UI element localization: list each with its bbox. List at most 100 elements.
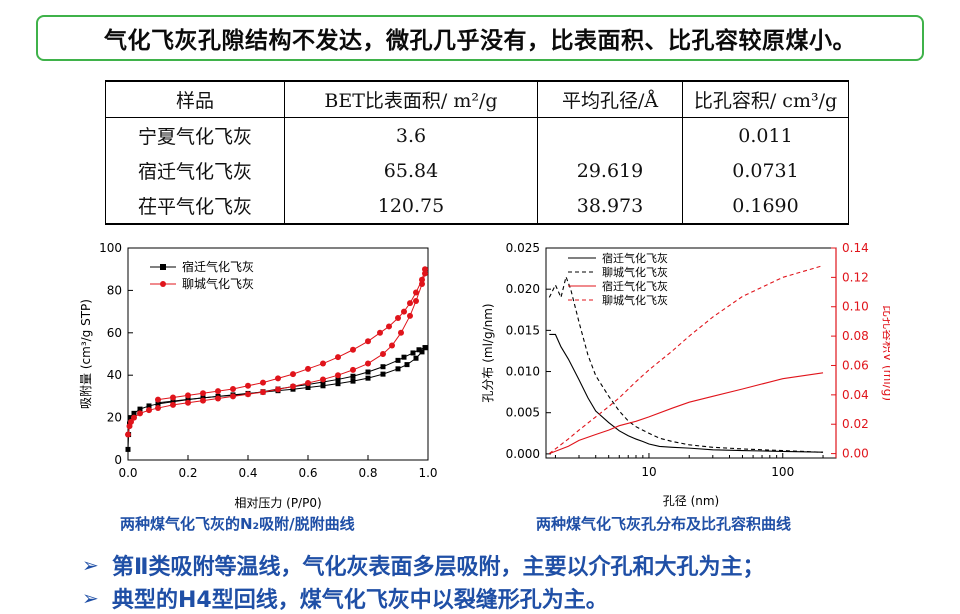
x-tick-label: 0.4 <box>238 466 257 480</box>
data-point <box>125 446 131 452</box>
data-point <box>320 360 326 367</box>
summary-banner: 气化飞灰孔隙结构不发达，微孔几乎没有，比表面积、比孔容较原煤小。 <box>36 15 924 61</box>
x-tick-label: 0.0 <box>118 466 137 480</box>
y-right-axis-label: 比孔容积V (ml/g) <box>881 305 890 401</box>
pore-distribution-chart: 10 100 0.000 0.005 0.010 0.015 0.020 0.025 0.00 0… <box>481 241 890 508</box>
table-cell: 0.011 <box>682 117 849 153</box>
data-point <box>305 365 311 372</box>
data-point <box>335 381 341 387</box>
list-item: ➢ 典型的H4型回线，煤气化飞灰中以裂缝形孔为主。 <box>82 581 942 614</box>
data-point <box>350 378 356 384</box>
legend-label: 聊城气化飞灰 <box>182 276 254 291</box>
y-right-tick-label: 0.00 <box>842 447 869 461</box>
column-header-bet: BET比表面积/ m²/g <box>284 80 538 118</box>
data-point <box>131 410 137 416</box>
right-chart-caption: 两种煤气化飞灰孔分布及比孔容积曲线 <box>536 515 792 533</box>
data-point <box>137 406 143 412</box>
y-tick-label: 0.000 <box>506 447 540 461</box>
x-tick-label: 0.2 <box>178 466 197 480</box>
table-row: 宿迁气化飞灰 65.84 29.619 0.0731 <box>105 153 849 188</box>
list-item: ➢ 第Ⅱ类吸附等温线，气化灰表面多层吸附，主要以介孔和大孔为主； <box>82 548 942 581</box>
data-point <box>170 398 176 404</box>
data-point <box>155 400 161 406</box>
table-cell: 29.619 <box>537 153 683 188</box>
data-point <box>146 407 152 414</box>
plot-frame <box>127 247 429 461</box>
data-point <box>185 396 191 402</box>
data-point <box>401 354 407 360</box>
list-item-text: 典型的H4型回线，煤气化飞灰中以裂缝形孔为主。 <box>112 587 608 613</box>
table-cell: 宁夏气化飞灰 <box>105 117 285 153</box>
y-right-tick-label: 0.12 <box>842 270 869 284</box>
data-point <box>146 403 152 409</box>
table-cell: 120.75 <box>284 188 538 225</box>
table-row: 宁夏气化飞灰 3.6 0.011 <box>105 117 849 153</box>
y-tick-label: 0.010 <box>506 365 540 379</box>
y-axis-label: 孔分布 (ml/g/nm) <box>481 303 495 402</box>
data-point <box>170 394 176 401</box>
y-tick-label: 20 <box>107 411 122 425</box>
data-point <box>380 351 386 357</box>
data-point <box>335 354 341 361</box>
y-right-tick-label: 0.08 <box>842 329 869 343</box>
series-line <box>548 274 824 453</box>
data-point <box>260 379 266 386</box>
pore-structure-table: 样品 BET比表面积/ m²/g 平均孔径/Å 比孔容积/ cm³/g 宁夏气化… <box>105 80 849 225</box>
data-point <box>422 345 428 351</box>
data-point <box>155 405 161 412</box>
data-point <box>290 383 296 390</box>
data-point <box>350 346 356 353</box>
data-point <box>131 414 137 421</box>
data-point <box>404 362 410 368</box>
y-tick-label: 0 <box>114 453 122 467</box>
table-cell <box>537 117 683 153</box>
y-tick-label: 0.020 <box>506 282 540 296</box>
y-tick-label: 40 <box>107 368 122 382</box>
data-point <box>350 366 356 373</box>
y-tick-label: 0.005 <box>506 406 540 420</box>
legend-marker <box>160 264 166 270</box>
table-cell: 65.84 <box>284 153 538 188</box>
y-right-tick-label: 0.10 <box>842 300 869 314</box>
data-point <box>377 329 383 336</box>
isotherm-chart: 0.0 0.2 0.4 0.6 0.8 1.0 0 20 40 60 80 100 相对压力 (P/P0… <box>79 241 438 510</box>
data-point <box>398 329 404 336</box>
legend-label: 宿迁气化飞灰 <box>602 279 668 293</box>
data-point <box>365 375 371 381</box>
table-row: 茌平气化飞灰 120.75 38.973 0.1690 <box>105 188 849 225</box>
data-point <box>335 372 341 379</box>
arrow-bullet-icon: ➢ <box>82 585 99 610</box>
y-right-tick-label: 0.04 <box>842 388 869 402</box>
x-tick-label: 0.8 <box>358 466 377 480</box>
x-tick-label: 100 <box>771 465 794 479</box>
left-chart-caption: 两种煤气化飞灰的N₂吸附/脱附曲线 <box>120 515 355 533</box>
data-point <box>245 391 251 398</box>
data-point <box>170 401 176 408</box>
y-tick-label: 100 <box>99 241 122 255</box>
series-line <box>549 372 824 455</box>
legend-label: 聊城气化飞灰 <box>602 265 668 279</box>
plot-frame <box>545 247 837 459</box>
data-point <box>155 396 161 403</box>
y-axis-label: 吸附量 (cm³/g STP) <box>79 299 93 409</box>
data-point <box>320 376 326 383</box>
data-point <box>230 385 236 392</box>
data-point <box>413 298 419 304</box>
data-point <box>365 338 371 345</box>
data-point <box>305 380 311 387</box>
data-point <box>419 349 425 355</box>
x-axis-label: 相对压力 (P/P0) <box>234 496 321 510</box>
table-cell: 0.1690 <box>682 188 849 225</box>
data-point <box>365 360 371 367</box>
data-point <box>290 371 296 378</box>
data-point <box>407 312 413 319</box>
table-cell: 宿迁气化飞灰 <box>105 153 285 188</box>
legend-label: 聊城气化飞灰 <box>602 293 668 307</box>
y-tick-label: 60 <box>107 326 122 340</box>
x-axis-label: 孔径 (nm) <box>663 494 719 508</box>
y-right-tick-label: 0.06 <box>842 358 869 372</box>
data-point <box>230 393 236 400</box>
y-tick-label: 80 <box>107 283 122 297</box>
list-item-text: 第Ⅱ类吸附等温线，气化灰表面多层吸附，主要以介孔和大孔为主； <box>112 554 765 580</box>
x-tick-label: 10 <box>641 465 656 479</box>
